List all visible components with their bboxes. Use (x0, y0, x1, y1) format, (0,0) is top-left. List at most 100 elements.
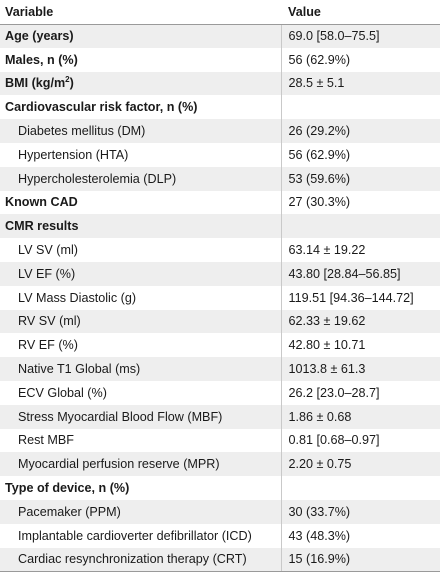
row-label: Diabetes mellitus (DM) (0, 119, 281, 143)
table-header: Variable Value (0, 0, 440, 25)
row-label-text: Hypertension (HTA) (18, 147, 129, 162)
row-label-superscript: 2 (65, 75, 70, 85)
table-row: Age (years) 69.0 [58.0–75.5] (0, 24, 440, 48)
row-value: 53 (59.6%) (280, 166, 440, 191)
row-label: Known CAD (0, 190, 281, 215)
table-body: Age (years) 69.0 [58.0–75.5] Males, n (%) 5… (0, 24, 440, 572)
row-value: 27 (30.3%) (280, 190, 440, 215)
row-label: ECV Global (%) (0, 380, 281, 405)
row-label: Myocardial perfusion reserve (MPR) (0, 452, 281, 477)
row-label: LV EF (%) (0, 261, 281, 286)
row-label-text: Diabetes mellitus (DM) (18, 124, 146, 139)
row-label: Rest MBF (0, 428, 281, 453)
row-label-text: CMR results (5, 219, 79, 234)
row-label-text: ECV Global (%) (18, 385, 107, 400)
row-label: RV SV (ml) (0, 309, 281, 334)
row-label-text: LV EF (%) (18, 266, 76, 281)
table-row: Hypertension (HTA) 56 (62.9%) (0, 142, 440, 167)
row-label-text: Males, n (%) (5, 52, 78, 67)
table-row: BMI (kg/m2) 28.5 ± 5.1 (0, 71, 440, 96)
table-row: Stress Myocardial Blood Flow (MBF) 1.86 ±… (0, 404, 440, 429)
header-value: Value (281, 0, 440, 25)
row-label: Native T1 Global (ms) (0, 357, 281, 381)
row-value: 62.33 ± 19.62 (280, 309, 440, 334)
row-value: 63.14 ± 19.22 (280, 238, 440, 262)
row-label: LV SV (ml) (0, 238, 281, 262)
row-value (280, 95, 440, 120)
row-label: Cardiac resynchronization therapy (CRT) (0, 547, 281, 572)
row-label-text: Type of device, n (%) (5, 481, 130, 496)
table-row: Hypercholesterolemia (DLP) 53 (59.6%) (0, 166, 440, 191)
row-value: 0.81 [0.68–0.97] (280, 428, 440, 453)
row-label: Age (years) (0, 24, 281, 48)
table-row: RV SV (ml) 62.33 ± 19.62 (0, 309, 440, 334)
row-value: 43.80 [28.84–56.85] (280, 261, 440, 286)
table-row: RV EF (%) 42.80 ± 10.71 (0, 333, 440, 358)
row-value: 28.5 ± 5.1 (280, 71, 440, 96)
table-row: Native T1 Global (ms) 1013.8 ± 61.3 (0, 357, 440, 381)
row-label-text: LV Mass Diastolic (g) (18, 290, 137, 305)
table-row: Pacemaker (PPM) 30 (33.7%) (0, 499, 440, 524)
table-row: Rest MBF 0.81 [0.68–0.97] (0, 428, 440, 453)
row-value (280, 214, 440, 239)
row-value: 69.0 [58.0–75.5] (280, 24, 440, 48)
row-label-text: Pacemaker (PPM) (18, 504, 121, 519)
row-value: 1013.8 ± 61.3 (280, 357, 440, 381)
row-label-text: BMI (kg/m (5, 76, 66, 91)
row-label: Type of device, n (%) (0, 476, 281, 500)
table-row: Implantable cardioverter defibrillator (… (0, 523, 440, 548)
table-row: CMR results (0, 214, 440, 239)
row-label-text: Cardiovascular risk factor, n (%) (5, 100, 198, 115)
row-label-text: RV SV (ml) (18, 314, 81, 329)
row-label-text: Implantable cardioverter defibrillator (… (18, 528, 252, 543)
row-label-text: Native T1 Global (ms) (18, 362, 141, 377)
row-value: 43 (48.3%) (280, 523, 440, 548)
row-label: Males, n (%) (0, 47, 281, 72)
header-row: Variable Value (0, 0, 440, 25)
row-label-text: Myocardial perfusion reserve (MPR) (18, 457, 220, 472)
header-variable: Variable (0, 0, 281, 25)
row-label: BMI (kg/m2) (0, 71, 281, 96)
row-label-text: Age (years) (5, 29, 74, 44)
row-value: 56 (62.9%) (280, 142, 440, 167)
table-row: ECV Global (%) 26.2 [23.0–28.7] (0, 380, 440, 405)
row-label: Cardiovascular risk factor, n (%) (0, 95, 281, 120)
row-label: LV Mass Diastolic (g) (0, 285, 281, 310)
row-value: 42.80 ± 10.71 (280, 333, 440, 358)
table-row: LV SV (ml) 63.14 ± 19.22 (0, 238, 440, 262)
row-value (280, 476, 440, 500)
table-row: Myocardial perfusion reserve (MPR) 2.20 ±… (0, 452, 440, 477)
row-value: 1.86 ± 0.68 (280, 404, 440, 429)
row-label-text: Known CAD (5, 195, 78, 210)
row-label: CMR results (0, 214, 281, 239)
row-value: 119.51 [94.36–144.72] (280, 285, 440, 310)
row-label-text: Stress Myocardial Blood Flow (MBF) (18, 409, 223, 424)
row-label: Stress Myocardial Blood Flow (MBF) (0, 404, 281, 429)
table-row: Cardiac resynchronization therapy (CRT) 1… (0, 547, 440, 572)
row-label: Pacemaker (PPM) (0, 499, 281, 524)
row-label-text: RV EF (%) (18, 338, 78, 353)
table-row: Diabetes mellitus (DM) 26 (29.2%) (0, 119, 440, 143)
table-row: LV Mass Diastolic (g) 119.51 [94.36–144.7… (0, 285, 440, 310)
row-label-text: Rest MBF (18, 433, 74, 448)
row-value: 26 (29.2%) (280, 119, 440, 143)
row-label: Hypertension (HTA) (0, 142, 281, 167)
table-row: Males, n (%) 56 (62.9%) (0, 47, 440, 72)
row-value: 26.2 [23.0–28.7] (280, 380, 440, 405)
table-row: LV EF (%) 43.80 [28.84–56.85] (0, 261, 440, 286)
table-row: Known CAD 27 (30.3%) (0, 190, 440, 215)
row-label-text: Cardiac resynchronization therapy (CRT) (18, 552, 247, 567)
table-row: Cardiovascular risk factor, n (%) (0, 95, 440, 120)
row-label: Implantable cardioverter defibrillator (… (0, 523, 281, 548)
row-label-suffix: ) (69, 76, 74, 91)
row-value: 2.20 ± 0.75 (280, 452, 440, 477)
row-label-text: LV SV (ml) (18, 243, 78, 258)
table-row: Type of device, n (%) (0, 476, 440, 500)
row-value: 30 (33.7%) (280, 499, 440, 524)
row-value: 56 (62.9%) (280, 47, 440, 72)
row-value: 15 (16.9%) (280, 547, 440, 572)
row-label-text: Hypercholesterolemia (DLP) (18, 171, 177, 186)
row-label: RV EF (%) (0, 333, 281, 358)
row-label: Hypercholesterolemia (DLP) (0, 166, 281, 191)
